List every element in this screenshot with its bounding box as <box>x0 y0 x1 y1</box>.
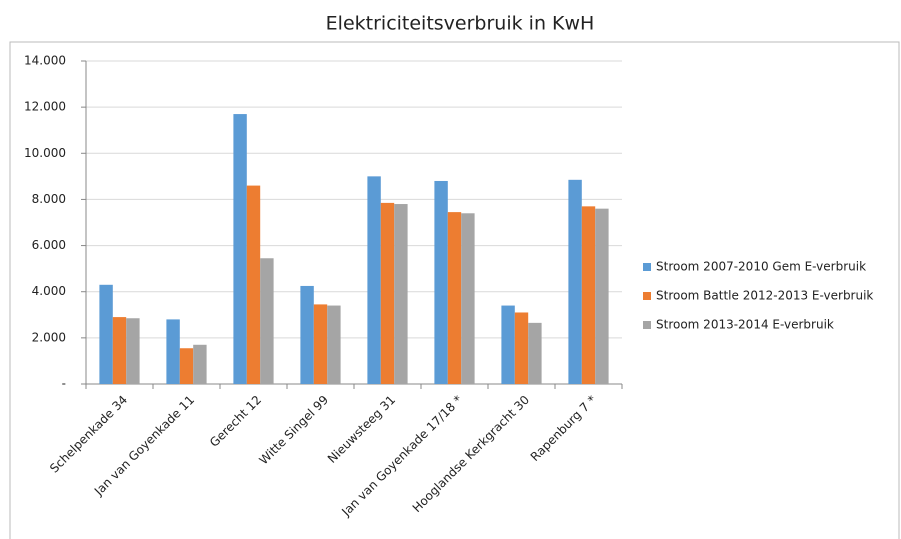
bar <box>367 176 381 384</box>
bar <box>581 206 596 384</box>
bar <box>233 114 247 385</box>
bar <box>568 179 582 384</box>
bar <box>447 212 462 384</box>
y-tick-label: 12.000 <box>24 100 66 114</box>
bar <box>300 285 314 384</box>
y-tick-label: - <box>62 377 66 391</box>
bar <box>126 318 140 384</box>
bar <box>99 284 113 384</box>
x-tick-label: Witte Singel 99 <box>256 393 331 468</box>
bar <box>434 180 448 384</box>
legend-swatch <box>643 263 651 271</box>
y-tick-label: 8.000 <box>32 192 66 206</box>
bar <box>260 258 274 384</box>
x-tick-label: Nieuwsteeg 31 <box>325 393 398 466</box>
y-tick-label: 14.000 <box>24 54 66 68</box>
bar <box>380 202 395 384</box>
y-tick-label: 6.000 <box>32 238 66 252</box>
bar <box>193 344 207 384</box>
legend-swatch <box>643 292 651 300</box>
bar <box>514 312 529 384</box>
bar <box>461 213 475 384</box>
y-tick-label: 2.000 <box>32 330 66 344</box>
bar <box>501 305 515 384</box>
bar <box>394 204 408 384</box>
bar <box>179 348 194 384</box>
legend-label: Stroom Battle 2012-2013 E-verbruik <box>656 289 873 303</box>
x-tick-label: Gerecht 12 <box>207 393 264 450</box>
x-tick-label: Hooglandse Kerkgracht 30 <box>410 393 532 515</box>
bar <box>595 208 609 384</box>
bar <box>327 305 341 384</box>
y-tick-label: 4.000 <box>32 284 66 298</box>
x-tick-label: Rapenburg 7 * <box>528 393 599 464</box>
bar <box>246 185 261 384</box>
chart-title: Elektriciteitsverbruik in KwH <box>326 13 595 35</box>
legend-swatch <box>643 321 651 329</box>
bar <box>528 322 542 384</box>
bar <box>112 317 127 384</box>
bar <box>313 304 328 384</box>
y-tick-label: 10.000 <box>24 146 66 160</box>
legend-label: Stroom 2013-2014 E-verbruik <box>656 318 834 332</box>
chart-border <box>9 41 900 539</box>
bar <box>166 319 180 384</box>
legend-label: Stroom 2007-2010 Gem E-verbruik <box>656 260 866 274</box>
x-tick-label: Jan van Goyenkade 17/18 * <box>338 393 465 520</box>
